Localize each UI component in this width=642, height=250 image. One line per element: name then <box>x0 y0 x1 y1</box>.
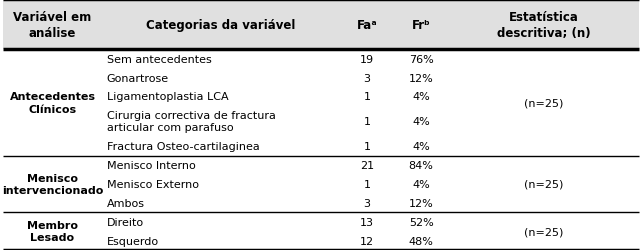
Text: Menisco Externo: Menisco Externo <box>107 179 199 189</box>
Text: Categorias da variável: Categorias da variável <box>146 18 295 32</box>
Text: 52%: 52% <box>409 217 433 227</box>
Text: 4%: 4% <box>412 179 430 189</box>
Text: Menisco Interno: Menisco Interno <box>107 160 196 170</box>
Text: 12%: 12% <box>409 73 433 83</box>
Bar <box>3 106 639 137</box>
Text: Membro
Lesado: Membro Lesado <box>27 220 78 242</box>
Text: 4%: 4% <box>412 142 430 152</box>
Bar <box>3 88 639 106</box>
Text: 1: 1 <box>363 92 370 102</box>
Text: 4%: 4% <box>412 117 430 127</box>
Text: Antecedentes
Clínicos: Antecedentes Clínicos <box>10 92 96 114</box>
Text: 76%: 76% <box>409 54 433 64</box>
Bar <box>3 50 639 69</box>
Text: Faᵃ: Faᵃ <box>357 18 377 32</box>
Bar <box>3 194 639 212</box>
Bar <box>3 69 639 88</box>
Text: Esquerdo: Esquerdo <box>107 236 159 246</box>
Text: 1: 1 <box>363 142 370 152</box>
Text: Menisco
intervencionado: Menisco intervencionado <box>2 173 103 195</box>
Text: 19: 19 <box>360 54 374 64</box>
Text: 12%: 12% <box>409 198 433 208</box>
Text: Gonartrose: Gonartrose <box>107 73 169 83</box>
Bar <box>3 175 639 194</box>
Text: 3: 3 <box>363 73 370 83</box>
Text: 12: 12 <box>360 236 374 246</box>
Bar <box>3 0 639 50</box>
Text: Direito: Direito <box>107 217 144 227</box>
Text: Fractura Osteo-cartilaginea: Fractura Osteo-cartilaginea <box>107 142 259 152</box>
Text: Estatística
descritiva; (n): Estatística descritiva; (n) <box>497 10 590 40</box>
Text: 21: 21 <box>360 160 374 170</box>
Text: Ligamentoplastia LCA: Ligamentoplastia LCA <box>107 92 229 102</box>
Text: 1: 1 <box>363 179 370 189</box>
Text: Variável em
análise: Variável em análise <box>13 10 92 40</box>
Text: 3: 3 <box>363 198 370 208</box>
Text: 1: 1 <box>363 117 370 127</box>
Text: Cirurgia correctiva de fractura
articular com parafuso: Cirurgia correctiva de fractura articula… <box>107 110 275 133</box>
Bar <box>3 231 639 250</box>
Text: 13: 13 <box>360 217 374 227</box>
Text: 48%: 48% <box>409 236 433 246</box>
Text: Sem antecedentes: Sem antecedentes <box>107 54 212 64</box>
Text: (n=25): (n=25) <box>524 98 563 108</box>
Bar <box>3 137 639 156</box>
Bar <box>3 156 639 175</box>
Text: (n=25): (n=25) <box>524 179 563 189</box>
Text: Ambos: Ambos <box>107 198 145 208</box>
Text: Frᵇ: Frᵇ <box>412 18 431 32</box>
Text: (n=25): (n=25) <box>524 226 563 236</box>
Text: 4%: 4% <box>412 92 430 102</box>
Bar <box>3 212 639 231</box>
Text: 84%: 84% <box>409 160 433 170</box>
